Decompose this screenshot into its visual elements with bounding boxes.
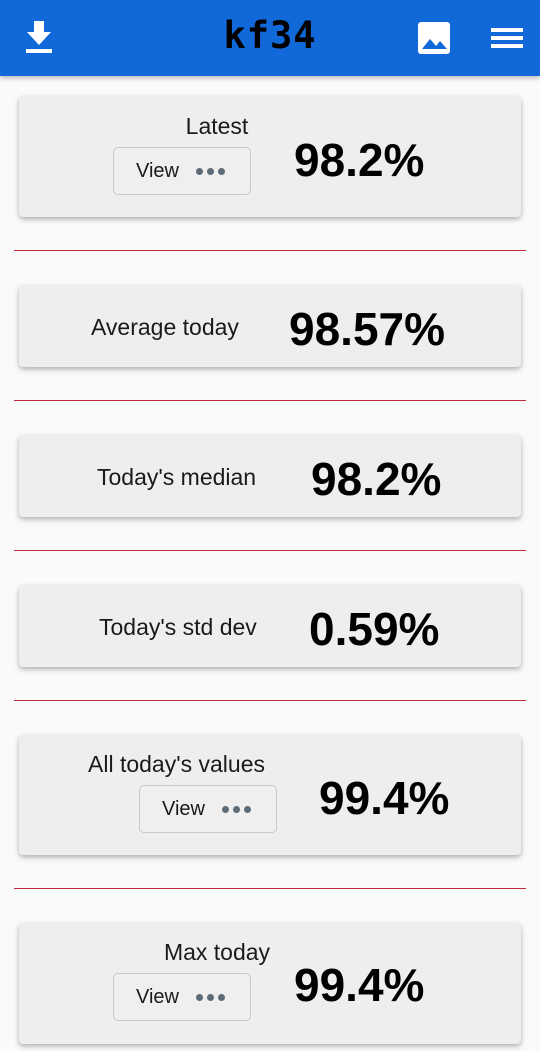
- stat-value: 0.59%: [309, 603, 440, 655]
- stat-label: Today's std dev: [99, 614, 257, 640]
- stat-value: 98.57%: [289, 303, 446, 355]
- more-dots-icon: [196, 168, 225, 175]
- stat-value: 98.2%: [311, 453, 442, 505]
- app-title: kf34: [223, 14, 317, 57]
- stat-card-todays-median: Today's median 98.2%: [19, 435, 521, 517]
- view-button-label: View: [162, 798, 205, 820]
- stat-card-max-today: Max today View 99.4%: [19, 923, 521, 1044]
- stat-value: 99.4%: [319, 772, 450, 824]
- image-icon[interactable]: [414, 18, 454, 58]
- stat-value: 98.2%: [294, 134, 425, 186]
- divider: [14, 400, 526, 401]
- menu-icon[interactable]: [487, 18, 527, 58]
- stat-label: Latest: [185, 113, 249, 139]
- divider: [14, 250, 526, 251]
- view-button[interactable]: View: [113, 147, 251, 195]
- stat-value: 99.4%: [294, 959, 425, 1011]
- stat-card-average-today: Average today 98.57%: [19, 285, 521, 367]
- divider: [14, 700, 526, 701]
- view-button-label: View: [136, 986, 179, 1008]
- download-icon[interactable]: [20, 18, 60, 58]
- view-button-label: View: [136, 160, 179, 182]
- stat-label: Max today: [163, 939, 271, 965]
- divider: [14, 888, 526, 889]
- stat-label: Today's median: [97, 464, 257, 490]
- view-button[interactable]: View: [139, 785, 277, 833]
- app-bar: kf34: [0, 0, 540, 76]
- more-dots-icon: [196, 994, 225, 1001]
- stat-card-latest: Latest View 98.2%: [19, 96, 521, 217]
- stat-label: All today's values: [88, 751, 265, 777]
- stat-label: Average today: [91, 314, 239, 340]
- stat-card-all-todays-values: All today's values View 99.4%: [19, 735, 521, 855]
- divider: [14, 550, 526, 551]
- stat-card-todays-std-dev: Today's std dev 0.59%: [19, 585, 521, 667]
- more-dots-icon: [222, 806, 251, 813]
- view-button[interactable]: View: [113, 973, 251, 1021]
